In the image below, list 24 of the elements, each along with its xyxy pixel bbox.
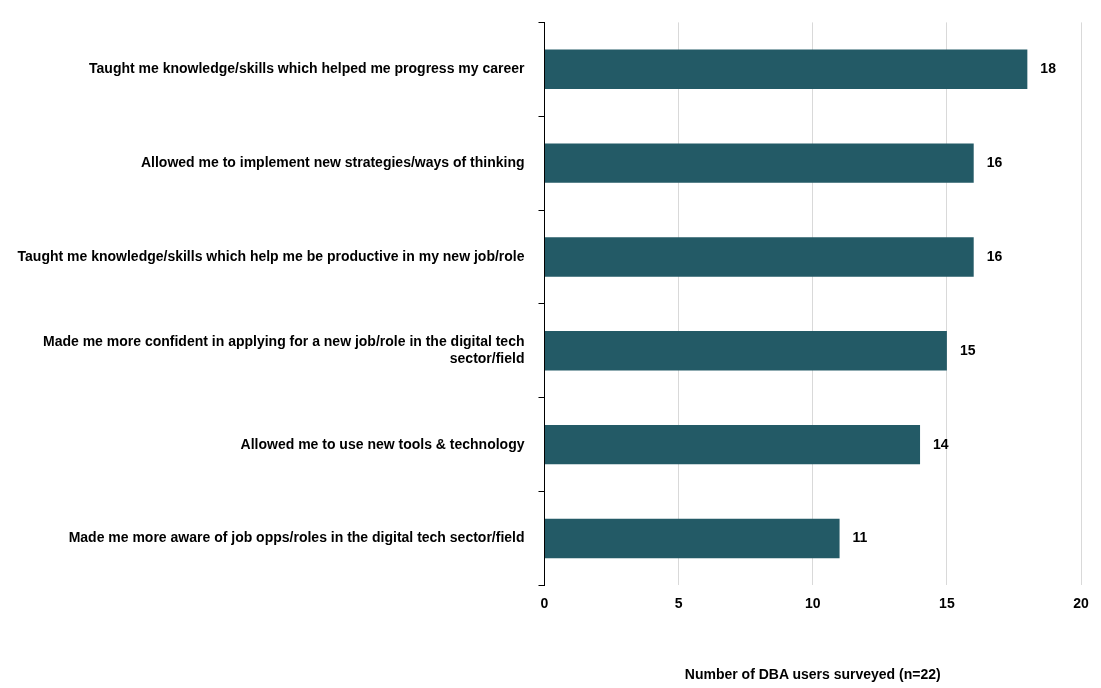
bar — [545, 518, 840, 559]
x-tick-label: 20 — [1073, 594, 1089, 611]
y-tick-label: Taught me knowledge/skills which help me be productive in my new job/role — [17, 247, 525, 264]
data-label: 14 — [933, 435, 949, 452]
bar — [545, 143, 974, 183]
y-tick-label: Made me more confident in applying for a new job/role in the digital tech sector/field — [43, 333, 525, 367]
bar — [545, 237, 974, 277]
data-label: 18 — [1040, 60, 1057, 77]
y-tick-label: Allowed me to use new tools & technology — [240, 435, 525, 452]
x-tick-label: 15 — [939, 594, 955, 611]
bar — [545, 49, 1028, 90]
x-axis-title: Number of DBA users surveyed (n=22) — [684, 666, 941, 683]
y-tick-label: Taught me knowledge/skills which helped me progress my career — [89, 60, 526, 77]
y-tick-label: Allowed me to implement new strategies/ways of thinking — [140, 154, 525, 171]
x-tick-label: 10 — [804, 594, 821, 611]
data-label: 16 — [986, 154, 1003, 171]
bar — [545, 424, 921, 465]
data-label: 11 — [852, 529, 868, 546]
data-label: 16 — [986, 247, 1003, 264]
y-tick-label: Made me more aware of job opps/roles in the digital tech sector/field — [68, 529, 525, 546]
x-tick-label: 5 — [674, 594, 683, 611]
x-tick-label: 0 — [540, 594, 549, 611]
bar — [545, 331, 947, 371]
data-label: 15 — [959, 341, 976, 358]
